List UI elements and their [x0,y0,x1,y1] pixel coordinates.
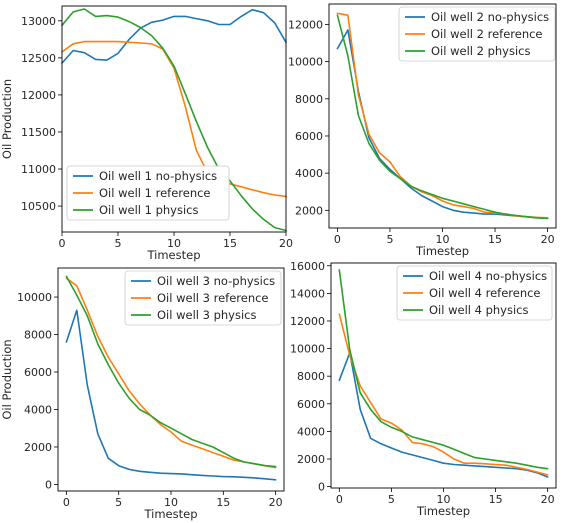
y-tick-label: 12000 [290,315,325,328]
legend: Oil well 2 no-physics Oil well 2 referenc… [398,6,556,62]
legend-entry-label: Oil well 2 physics [431,44,531,58]
x-tick-label: 0 [334,233,341,246]
legend: Oil well 3 no-physics Oil well 3 referenc… [124,270,282,326]
x-tick-label: 0 [336,493,343,506]
x-tick-label: 20 [541,493,555,506]
x-tick-label: 15 [488,233,502,246]
panel-oil-well-2: 0 5 10 15 20 2000 4000 6000 8000 10000 12000 Timest… [288,3,557,258]
x-tick-label: 10 [437,493,451,506]
x-tick-label: 10 [436,233,450,246]
x-tick-label: 5 [115,237,122,250]
legend-box [398,6,556,62]
series-line-physics [338,269,549,470]
series-line-no-physics [65,309,277,481]
x-tick-label: 10 [164,496,178,509]
x-tick-label: 0 [63,496,70,509]
legend-entry-label: Oil well 1 physics [99,203,199,217]
x-axis-label: Timestep [143,507,197,521]
x-axis-label: Timestep [416,504,470,518]
legend-entry-label: Oil well 3 reference [157,291,269,305]
legend-entry-label: Oil well 2 reference [431,27,543,41]
x-axis-label: Timestep [415,244,469,258]
panel-oil-well-4: 0 5 10 15 20 0 2000 4000 6000 8000 10000 12000 14000… [290,260,557,518]
legend-entry-label: Oil well 1 reference [99,186,211,200]
y-tick-label: 11500 [21,126,56,139]
x-tick-label: 5 [115,496,122,509]
legend-entry-label: Oil well 4 no-physics [429,269,547,283]
legend-box [66,165,230,221]
y-tick-label: 2000 [24,441,52,454]
y-tick-label: 16000 [290,260,325,273]
x-axis-label: Timestep [146,248,200,262]
y-axis-label: Oil Production [0,339,14,419]
series-line-physics [61,8,287,232]
x-tick-label: 20 [541,233,555,246]
y-tick-label: 10500 [21,200,56,213]
y-tick-label: 11000 [21,163,56,176]
y-tick-label: 13000 [21,15,56,28]
legend-entry-label: Oil well 1 no-physics [99,169,217,183]
y-tick-label: 6000 [24,366,52,379]
x-tick-label: 5 [388,493,395,506]
x-tick-label: 20 [279,237,293,250]
legend: Oil well 1 no-physics Oil well 1 referenc… [66,165,230,221]
y-tick-label: 12500 [21,52,56,65]
series-line-physics [65,275,277,468]
y-tick-label: 14000 [290,287,325,300]
y-tick-label: 12000 [288,18,323,31]
x-tick-label: 5 [386,233,393,246]
series-line-reference [61,40,287,198]
panel-oil-well-1: 0 5 10 15 20 10500 11000 11500 12000 12500 13000 Ti… [0,5,293,262]
legend-entry-label: Oil well 2 no-physics [431,10,549,24]
x-tick-label: 10 [167,237,181,250]
y-tick-label: 4000 [297,425,325,438]
y-tick-label: 8000 [297,370,325,383]
series-line-reference [338,313,549,476]
y-tick-label: 8000 [24,329,52,342]
y-axis-label: Oil Production [0,79,14,159]
series-line-no-physics [61,8,287,64]
y-tick-label: 10000 [288,56,323,69]
series-line-no-physics [338,351,549,478]
legend-entry-label: Oil well 4 reference [429,286,541,300]
x-tick-label: 15 [489,493,503,506]
y-tick-label: 10000 [290,343,325,356]
y-tick-label: 10000 [17,291,52,304]
y-tick-label: 2000 [297,453,325,466]
x-tick-label: 15 [223,237,237,250]
y-tick-label: 12000 [21,89,56,102]
x-tick-label: 15 [216,496,230,509]
y-tick-label: 0 [45,478,52,491]
y-tick-label: 6000 [297,398,325,411]
y-tick-label: 0 [318,481,325,494]
legend-box [124,270,282,326]
series-line-physics [336,14,549,220]
legend-box [396,265,553,321]
x-tick-label: 0 [59,237,66,250]
legend-entry-label: Oil well 3 no-physics [157,274,275,288]
legend-entry-label: Oil well 3 physics [157,308,257,322]
y-tick-label: 6000 [295,130,323,143]
y-tick-label: 4000 [24,403,52,416]
y-tick-label: 4000 [295,167,323,180]
panel-oil-well-3: 0 5 10 15 20 0 2000 4000 6000 8000 10000 Timestep Oi… [0,267,285,521]
legend-entry-label: Oil well 4 physics [429,303,529,317]
y-tick-label: 2000 [295,204,323,217]
x-tick-label: 20 [269,496,283,509]
y-tick-label: 8000 [295,93,323,106]
legend: Oil well 4 no-physics Oil well 4 referenc… [396,265,553,321]
